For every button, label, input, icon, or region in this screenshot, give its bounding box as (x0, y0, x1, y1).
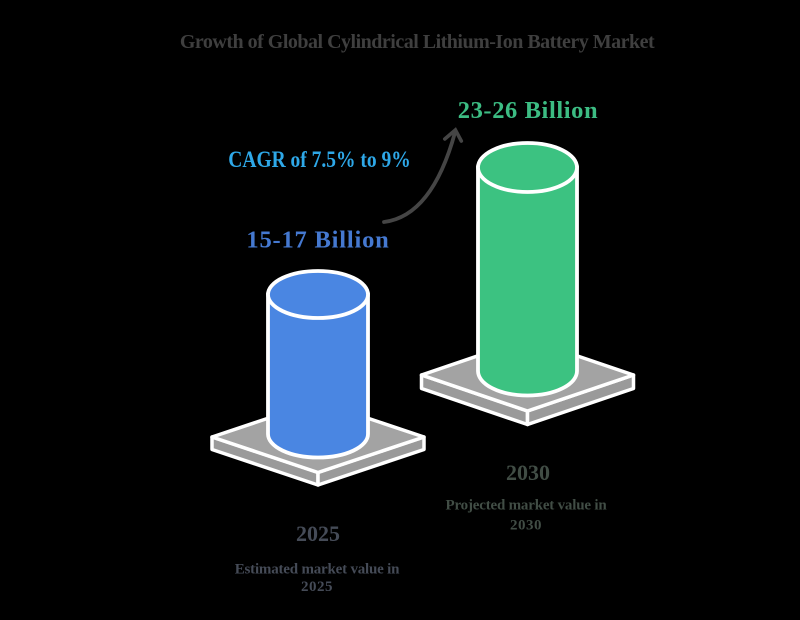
svg-text:2030: 2030 (510, 518, 542, 534)
svg-text:2025: 2025 (296, 521, 340, 546)
svg-text:Estimated market value in: Estimated market value in (235, 562, 400, 578)
svg-text:15-17 Billion: 15-17 Billion (246, 227, 389, 254)
svg-text:23-26 Billion: 23-26 Billion (458, 97, 599, 124)
svg-text:2025: 2025 (301, 579, 333, 595)
svg-text:2030: 2030 (506, 460, 550, 485)
svg-text:CAGR of 7.5% to 9%: CAGR of 7.5% to 9% (228, 146, 410, 172)
svg-text:Projected market value in: Projected market value in (446, 498, 608, 514)
svg-text:Growth of Global Cylindrical L: Growth of Global Cylindrical Lithium-Ion… (180, 31, 655, 53)
